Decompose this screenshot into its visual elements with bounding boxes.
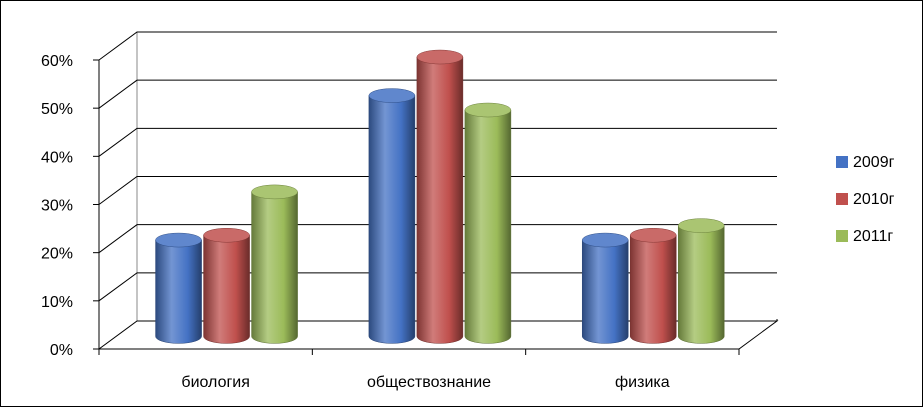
gridline bbox=[98, 31, 777, 61]
gridline bbox=[98, 272, 777, 302]
y-tick-label: 60% bbox=[41, 53, 73, 70]
x-axis-categories: биология обществознание физика bbox=[98, 349, 740, 391]
legend-swatch bbox=[836, 193, 848, 205]
bar-1-1 bbox=[416, 49, 464, 344]
bar-0-2 bbox=[251, 184, 298, 344]
x-category-label: обществознание bbox=[367, 374, 491, 391]
bar-1-2 bbox=[464, 102, 512, 344]
gridline bbox=[98, 127, 777, 157]
legend-label: 2009г bbox=[853, 154, 895, 171]
legend-label: 2010г bbox=[853, 191, 895, 208]
y-tick-label: 40% bbox=[41, 149, 73, 166]
bar-2-1 bbox=[629, 228, 677, 344]
x-category-label: физика bbox=[615, 374, 670, 391]
y-tick-label: 50% bbox=[41, 101, 73, 118]
bar-2-2 bbox=[677, 218, 725, 344]
y-tick-label: 20% bbox=[41, 246, 73, 263]
bar-1-0 bbox=[368, 88, 416, 344]
gridline bbox=[98, 176, 777, 205]
bar-0-1 bbox=[203, 228, 250, 344]
gridline bbox=[98, 224, 777, 254]
legend-swatch bbox=[836, 230, 848, 242]
gridlines bbox=[98, 31, 777, 302]
y-axis-ticks: 0% 10% 20% 30% 40% 50% 60% bbox=[41, 53, 100, 359]
bars bbox=[155, 49, 725, 344]
y-tick-label: 0% bbox=[50, 342, 73, 359]
bar-0-0 bbox=[155, 232, 202, 344]
x-category-label: биология bbox=[181, 374, 250, 391]
legend-label: 2011г bbox=[853, 228, 893, 245]
y-tick-label: 30% bbox=[41, 198, 73, 215]
legend: 2009г 2010г 2011г bbox=[836, 154, 895, 245]
y-tick-label: 10% bbox=[41, 294, 73, 311]
gridline bbox=[98, 79, 777, 109]
legend-swatch bbox=[836, 156, 848, 168]
bar-2-0 bbox=[581, 232, 629, 344]
